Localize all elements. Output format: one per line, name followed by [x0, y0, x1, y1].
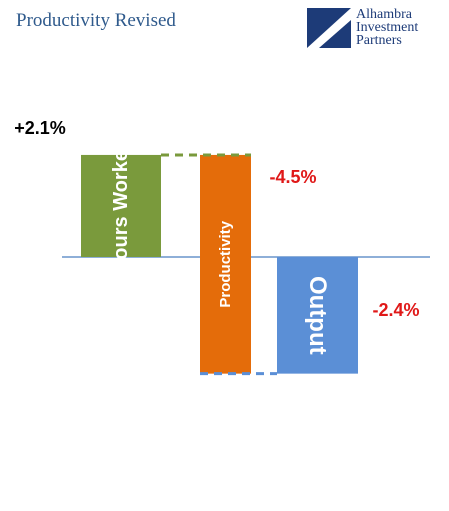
logo-line-2: Investment — [356, 20, 419, 35]
bar-name-hours-worked: Hours Worked — [110, 138, 132, 274]
bar-hours-worked — [81, 154, 161, 257]
chart-title: Productivity Revised — [16, 10, 176, 31]
bar-name-output: Output — [304, 276, 331, 355]
logo-text: Alhambra Investment Partners — [356, 7, 419, 48]
bar-productivity — [200, 154, 251, 374]
bar-output — [277, 257, 358, 374]
logo-line-3: Partners — [356, 33, 402, 48]
logo-mark-icon — [307, 8, 351, 48]
bar-name-productivity: Productivity — [217, 220, 234, 307]
data-label-productivity: -4.5% — [269, 167, 316, 187]
logo-line-1: Alhambra — [356, 7, 412, 22]
data-label-hours-worked: +2.1% — [14, 118, 66, 138]
data-label-output: -2.4% — [372, 300, 419, 320]
